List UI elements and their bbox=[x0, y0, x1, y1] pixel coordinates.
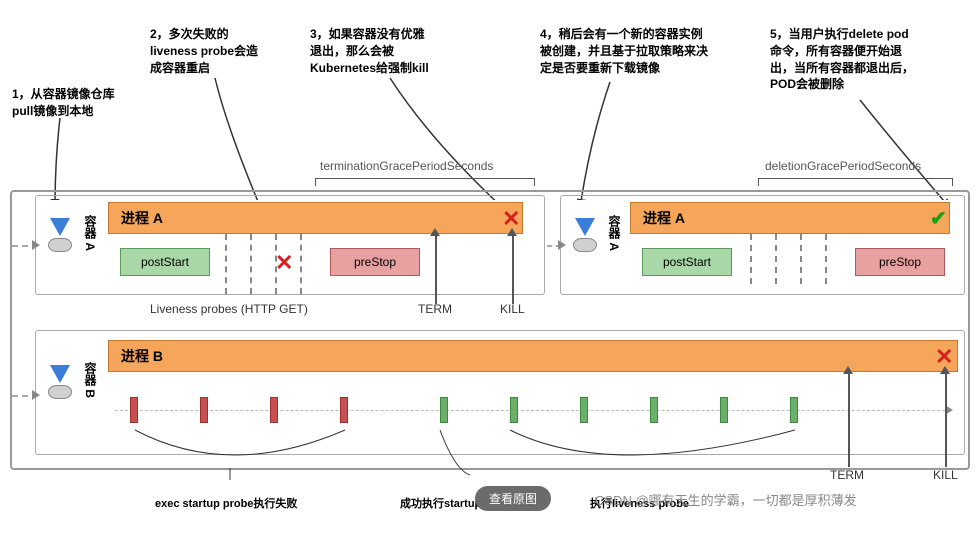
probe-line bbox=[800, 234, 802, 284]
arrow-up-icon bbox=[430, 228, 440, 236]
annotation-1: 1，从容器镜像仓库 pull镜像到本地 bbox=[12, 86, 115, 120]
kill-label-b: KILL bbox=[933, 468, 958, 482]
term-line-1 bbox=[435, 234, 437, 304]
container-a-label: 容器 A bbox=[82, 215, 99, 251]
term-grace-bracket bbox=[315, 178, 535, 186]
prestop-box-2: preStop bbox=[855, 248, 945, 276]
probe-line bbox=[825, 234, 827, 284]
prestop-box-1: preStop bbox=[330, 248, 420, 276]
kill-line-1 bbox=[512, 234, 514, 304]
arrow-right-icon bbox=[32, 390, 40, 400]
pull-icon-b bbox=[45, 365, 75, 415]
kill-line-b bbox=[945, 372, 947, 467]
poststart-box-2: postStart bbox=[642, 248, 732, 276]
del-grace-label: deletionGracePeriodSeconds bbox=[765, 159, 921, 173]
annotation-3: 3，如果容器没有优雅 退出，那么会被 Kubernetes给强制kill bbox=[310, 26, 429, 76]
timeline-b bbox=[115, 410, 945, 411]
x-mark-restart: ✕ bbox=[275, 250, 293, 276]
annotation-4: 4，稍后会有一个新的容器实例 被创建，并且基于拉取策略来决 定是否要重新下载镜像 bbox=[540, 26, 708, 76]
pull-icon-a2 bbox=[570, 218, 600, 268]
arrow-up-icon bbox=[507, 228, 517, 236]
probe-line bbox=[300, 234, 302, 294]
term-line-b bbox=[848, 372, 850, 467]
probe-line bbox=[225, 234, 227, 294]
arrow-up-icon bbox=[940, 366, 950, 374]
view-original-button[interactable]: 查看原图 bbox=[475, 486, 551, 511]
process-b-bar: 进程 B bbox=[108, 340, 958, 372]
annotation-2: 2，多次失败的 liveness probe会造 成容器重启 bbox=[150, 26, 258, 76]
process-a-bar-1: 进程 A bbox=[108, 202, 523, 234]
container-b-label: 容器 B bbox=[82, 362, 99, 398]
kill-label-1: KILL bbox=[500, 302, 525, 316]
poststart-box-1: postStart bbox=[120, 248, 210, 276]
check-mark: ✔ bbox=[930, 206, 947, 231]
bottom-label-1: exec startup probe执行失败 bbox=[155, 495, 297, 511]
arrow-right-icon bbox=[32, 240, 40, 250]
watermark-text: CSDN @哪有天生的学霸，一切都是厚积薄发 bbox=[595, 490, 857, 509]
annotation-5: 5，当用户执行delete pod 命令，所有容器便开始退 出，当所有容器都退出… bbox=[770, 26, 914, 93]
pull-icon-a1 bbox=[45, 218, 75, 268]
term-grace-label: terminationGracePeriodSeconds bbox=[320, 159, 493, 173]
probe-line bbox=[750, 234, 752, 284]
liveness-label: Liveness probes (HTTP GET) bbox=[150, 302, 308, 316]
process-a-bar-2: 进程 A bbox=[630, 202, 950, 234]
arrow-up-icon bbox=[843, 366, 853, 374]
term-label-b: TERM bbox=[830, 468, 864, 482]
arrow-right-icon bbox=[558, 240, 566, 250]
del-grace-bracket bbox=[758, 178, 953, 186]
probe-line bbox=[775, 234, 777, 284]
probe-line bbox=[275, 234, 277, 294]
term-label-1: TERM bbox=[418, 302, 452, 316]
container-a-label-2: 容器 A bbox=[606, 215, 623, 251]
bottom-brackets bbox=[0, 420, 800, 500]
probe-line bbox=[250, 234, 252, 294]
